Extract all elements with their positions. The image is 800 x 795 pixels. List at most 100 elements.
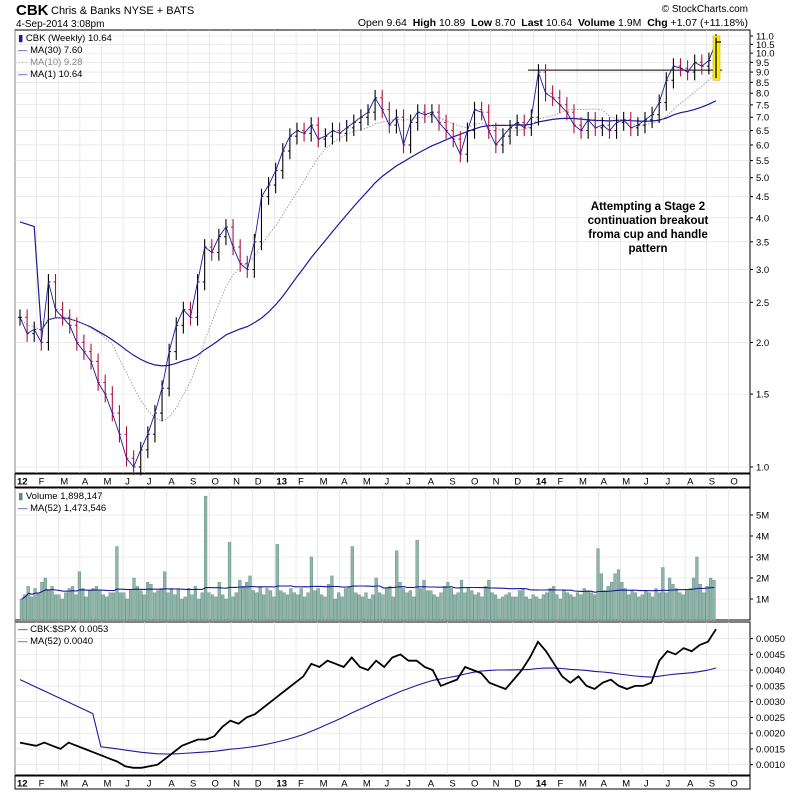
x-tick-label-bottom: F	[557, 779, 563, 790]
volume-bar	[487, 579, 491, 621]
volume-bar	[388, 586, 392, 621]
price-tick-label: 6.0	[756, 140, 769, 151]
low-value: 8.70	[495, 17, 516, 29]
x-tick-label: J	[644, 477, 649, 488]
volume-bar	[105, 596, 109, 621]
volume-bar	[57, 594, 61, 621]
volume-bar	[275, 544, 279, 621]
volume-bar	[436, 596, 440, 621]
volume-bar	[702, 592, 706, 621]
volume-bar	[197, 598, 201, 621]
x-tick-label-bottom: O	[212, 779, 219, 790]
x-tick-label-bottom: F	[298, 779, 304, 790]
ratio-ma-legend: MA(52) 0.0040	[30, 636, 93, 647]
x-tick-label-bottom: 13	[276, 779, 287, 790]
volume-bar	[77, 571, 81, 621]
x-tick-label: A	[687, 477, 694, 488]
volume-bar	[412, 596, 416, 621]
volume-bar	[415, 540, 419, 621]
volume-bar	[398, 582, 402, 621]
volume-bar	[593, 594, 597, 621]
price-tick-label: 8.5	[756, 78, 769, 89]
volume-bar	[654, 588, 658, 621]
volume-bar	[139, 590, 143, 621]
x-tick-label-bottom: J	[406, 779, 411, 790]
volume-bar	[30, 596, 34, 621]
volume-bar	[575, 592, 580, 621]
chart-annotation: Attempting a Stage 2 continuation breako…	[578, 200, 718, 256]
volume-bar	[33, 588, 37, 621]
stockcharts-credit: © StockCharts.com	[661, 4, 748, 15]
volume-bar	[685, 590, 689, 621]
x-tick-label-bottom: A	[687, 779, 694, 790]
x-tick-label-bottom: A	[341, 779, 348, 790]
volume-bar	[186, 588, 191, 621]
volume-bar	[442, 586, 447, 621]
volume-bar	[545, 592, 549, 621]
volume-bar	[67, 588, 71, 621]
volume-bar	[94, 586, 99, 621]
price-tick-label: 9.5	[756, 58, 769, 69]
volume-bar	[548, 588, 552, 621]
volume-bar	[463, 592, 467, 621]
volume-bar	[262, 594, 266, 621]
ratio-legend-title: CBK:$SPX 0.0053	[30, 624, 109, 635]
volume-bar	[159, 588, 163, 621]
volume-bar	[378, 592, 382, 621]
volume-bar	[224, 598, 228, 621]
volume-bar	[265, 588, 269, 621]
x-tick-label-bottom: S	[709, 779, 715, 790]
volume-bar	[241, 586, 245, 621]
volume-bar	[343, 588, 348, 621]
volume-bar	[40, 582, 44, 621]
x-tick-label: O	[471, 477, 478, 488]
price-tick-label: 10.5	[756, 40, 775, 51]
volume-bar	[610, 582, 614, 621]
x-tick-label-bottom: A	[601, 779, 608, 790]
x-tick-label: J	[406, 477, 411, 488]
volume-bar	[279, 590, 283, 621]
volume-bar	[190, 594, 194, 621]
chart-header: CBK Chris & Banks NYSE + BATS 4-Sep-2014…	[0, 0, 800, 32]
x-tick-label: S	[190, 477, 196, 488]
volume-bar	[268, 590, 273, 621]
volume-label: Volume	[577, 17, 616, 29]
volume-bar	[128, 590, 133, 621]
volume-bar	[705, 586, 709, 621]
volume-bar	[405, 592, 409, 621]
volume-bar	[238, 579, 242, 621]
x-tick-label-bottom: N	[233, 779, 240, 790]
volume-bar	[613, 573, 617, 621]
x-tick-label: 14	[536, 477, 547, 488]
x-tick-label-bottom: O	[730, 779, 737, 790]
ma1-legend: MA(1) 10.64	[30, 69, 83, 80]
volume-bar	[323, 596, 327, 621]
volume-bar	[507, 592, 511, 621]
x-tick-label-bottom: S	[449, 779, 455, 790]
ratio-tick-label: 0.0050	[756, 634, 785, 645]
volume-bar	[408, 590, 412, 621]
volume-bar	[326, 584, 331, 621]
x-tick-label: J	[125, 477, 130, 488]
volume-bar	[709, 577, 713, 621]
volume-bar	[712, 579, 716, 621]
volume-bar	[296, 594, 300, 621]
volume-bar	[449, 588, 453, 621]
x-axis-band-bottom	[14, 775, 751, 790]
volume-bar	[558, 598, 563, 621]
volume-bar	[535, 596, 539, 621]
volume-bar	[381, 594, 385, 621]
ma1-line	[19, 41, 717, 468]
volume-bar	[494, 594, 498, 621]
x-tick-label-bottom: N	[493, 779, 500, 790]
volume-bar	[589, 592, 593, 621]
volume-bar	[361, 596, 365, 621]
volume-bar	[53, 594, 58, 621]
x-tick-label: M	[363, 477, 371, 488]
volume-bar	[176, 588, 180, 621]
x-tick-label: M	[622, 477, 630, 488]
volume-bar	[514, 596, 518, 621]
volume-bar	[180, 598, 184, 621]
volume-bar	[453, 594, 457, 621]
volume-bar	[23, 594, 27, 621]
